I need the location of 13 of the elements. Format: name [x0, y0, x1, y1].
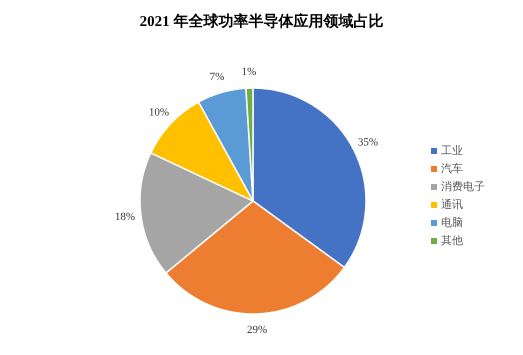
chart-title: 2021 年全球功率半导体应用领域占比 [138, 12, 384, 32]
legend-label: 其他 [441, 234, 463, 247]
data-label: 35% [358, 136, 378, 148]
legend-label: 消费电子 [441, 180, 485, 193]
data-label: 10% [148, 106, 170, 119]
data-label: 1% [242, 66, 256, 78]
legend-label: 工业 [441, 144, 463, 157]
data-label: 7% [210, 71, 224, 84]
legend-label: 电脑 [441, 216, 463, 229]
legend-label: 汽车 [441, 162, 463, 175]
data-label: 18% [114, 211, 136, 224]
legend-label: 通讯 [441, 198, 463, 211]
data-label: 29% [246, 324, 268, 336]
